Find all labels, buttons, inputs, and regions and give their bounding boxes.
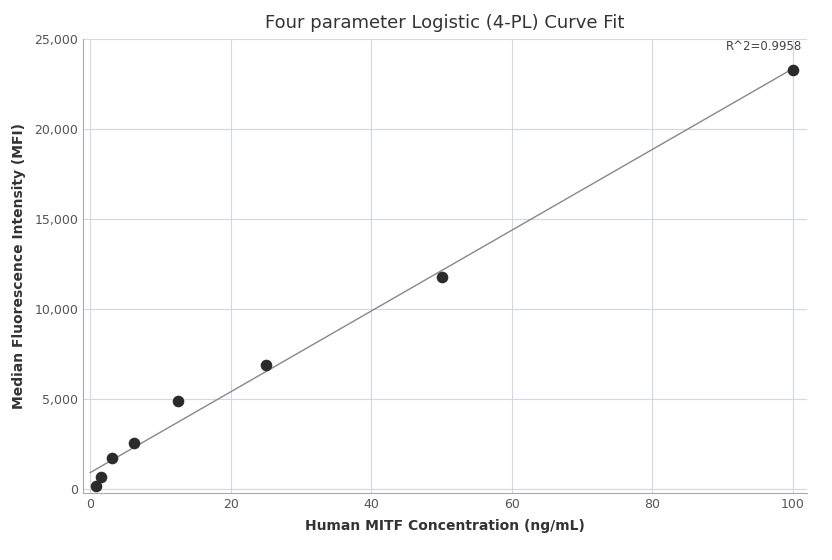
Point	[95, 472, 108, 481]
Text: R^2=0.9958: R^2=0.9958	[726, 40, 803, 53]
Point	[106, 453, 119, 462]
Point	[786, 66, 800, 74]
Y-axis label: Median Fluorescence Intensity (MFI): Median Fluorescence Intensity (MFI)	[12, 123, 26, 409]
Point	[260, 361, 273, 370]
Point	[435, 272, 448, 281]
Title: Four parameter Logistic (4-PL) Curve Fit: Four parameter Logistic (4-PL) Curve Fit	[265, 14, 625, 32]
Point	[127, 439, 141, 448]
Point	[89, 481, 102, 490]
Point	[171, 396, 185, 405]
X-axis label: Human MITF Concentration (ng/mL): Human MITF Concentration (ng/mL)	[305, 519, 585, 533]
